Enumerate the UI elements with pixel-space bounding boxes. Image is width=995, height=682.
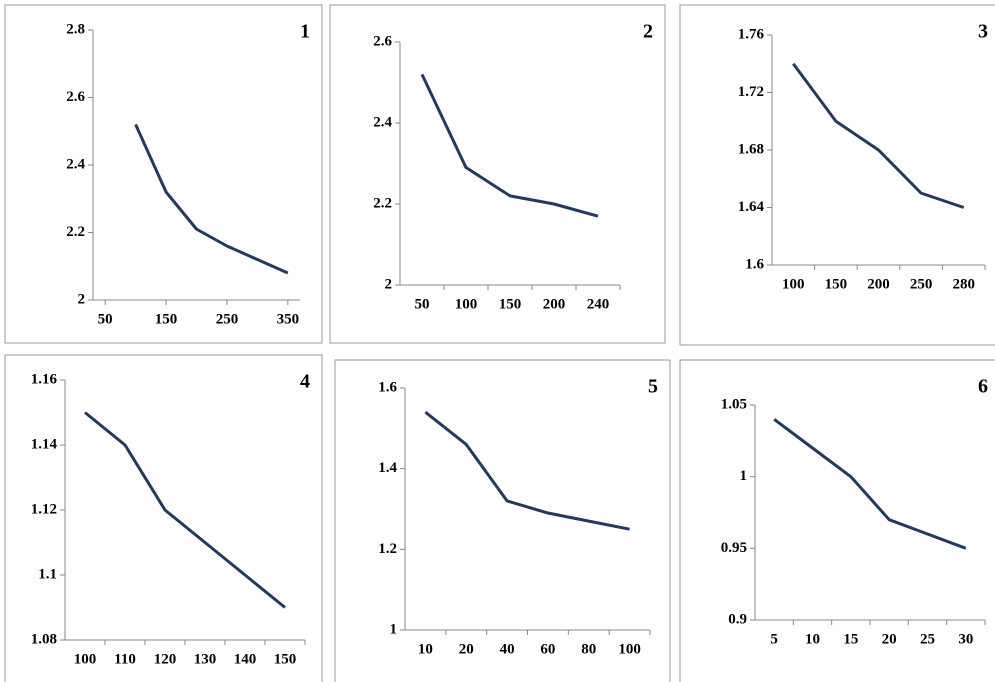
x-tick-label: 250 (910, 276, 933, 292)
x-tick-label: 140 (234, 651, 257, 667)
x-tick-label: 20 (882, 631, 897, 647)
x-tick-label: 30 (958, 631, 973, 647)
x-tick-label: 200 (543, 296, 566, 312)
y-tick-label: 2.6 (66, 89, 85, 105)
panel-frame (4, 354, 323, 682)
chart-panel: 4 1.08 1.1 1.12 1.14 1.16 100 110 120 130 140 150 (4, 354, 323, 682)
x-tick-label: 100 (74, 651, 97, 667)
x-tick-label: 110 (114, 651, 136, 667)
y-tick-label: 1.08 (31, 631, 57, 647)
x-tick-label: 150 (155, 311, 178, 327)
x-tick-label: 120 (154, 651, 177, 667)
y-tick-label: 1.2 (378, 541, 397, 557)
data-line (792, 62, 965, 209)
chart-title: 3 (978, 21, 988, 43)
x-tick-label: 250 (216, 311, 239, 327)
y-tick-label: 1 (390, 621, 398, 637)
y-tick-label: 0.95 (721, 540, 747, 556)
data-line (420, 73, 599, 218)
x-tick-label: 40 (500, 641, 515, 657)
y-tick-label: 1.4 (378, 460, 397, 476)
x-tick-label: 60 (540, 641, 555, 657)
x-tick-label: 130 (194, 651, 217, 667)
chart-title: 2 (643, 21, 653, 43)
y-tick-label: 1.6 (745, 256, 764, 272)
x-tick-label: 80 (581, 641, 596, 657)
data-line (84, 411, 286, 609)
y-tick-label: 1.64 (738, 199, 765, 215)
y-tick-label: 2.8 (66, 21, 85, 37)
x-tick-label: 20 (459, 641, 474, 657)
x-tick-label: 240 (587, 296, 610, 312)
y-tick-label: 2.4 (66, 156, 85, 172)
chart-panel: 6 0.9 0.95 1 1.05 5 10 15 20 25 30 (679, 359, 995, 682)
y-tick-label: 0.9 (728, 611, 747, 627)
x-tick-label: 25 (920, 631, 935, 647)
panel-frame (679, 359, 995, 682)
y-tick-label: 1 (740, 468, 748, 484)
y-tick-label: 1.12 (31, 501, 57, 517)
x-tick-label: 100 (782, 276, 805, 292)
data-line (424, 411, 630, 531)
y-tick-label: 1.6 (378, 379, 397, 395)
y-tick-label: 1.72 (738, 84, 764, 100)
panel-frame (334, 359, 671, 682)
y-tick-label: 2.2 (66, 224, 85, 240)
x-tick-label: 280 (952, 276, 975, 292)
data-line (134, 123, 289, 275)
y-tick-label: 2.4 (373, 114, 392, 130)
panel-frame (679, 4, 995, 346)
x-tick-label: 5 (770, 631, 778, 647)
chart-panel: 1 2 2.2 2.4 2.6 2.8 50 150 250 350 (4, 4, 323, 344)
chart-title: 1 (300, 21, 310, 43)
x-tick-label: 15 (843, 631, 858, 647)
y-tick-label: 1.1 (38, 566, 57, 582)
y-tick-label: 2.6 (373, 33, 392, 49)
x-tick-label: 10 (805, 631, 820, 647)
x-tick-label: 150 (499, 296, 522, 312)
y-tick-label: 2 (385, 276, 393, 292)
panel-frame (329, 4, 666, 344)
y-tick-label: 1.68 (738, 141, 764, 157)
y-tick-label: 1.14 (31, 436, 58, 452)
x-tick-label: 10 (418, 641, 433, 657)
y-tick-label: 2.2 (373, 195, 392, 211)
x-tick-label: 50 (415, 296, 430, 312)
chart-panel: 2 2 2.2 2.4 2.6 50 100 150 200 240 (329, 4, 666, 344)
x-tick-label: 350 (277, 311, 300, 327)
x-tick-label: 200 (867, 276, 890, 292)
x-tick-label: 100 (455, 296, 478, 312)
y-tick-label: 1.16 (31, 371, 58, 387)
y-tick-label: 2 (78, 291, 86, 307)
panel-frame (4, 4, 323, 344)
x-tick-label: 150 (825, 276, 848, 292)
x-tick-label: 150 (274, 651, 297, 667)
y-tick-label: 1.76 (738, 26, 765, 42)
chart-title: 6 (978, 376, 988, 398)
x-tick-label: 50 (98, 311, 113, 327)
chart-panel: 3 1.6 1.64 1.68 1.72 1.76 100 150 200 250 280 (679, 4, 995, 346)
chart-title: 5 (648, 376, 658, 398)
chart-title: 4 (300, 371, 310, 393)
chart-panel: 5 1 1.2 1.4 1.6 10 20 40 60 80 100 (334, 359, 671, 682)
data-line (773, 418, 967, 550)
y-tick-label: 1.05 (721, 396, 747, 412)
x-tick-label: 100 (618, 641, 641, 657)
